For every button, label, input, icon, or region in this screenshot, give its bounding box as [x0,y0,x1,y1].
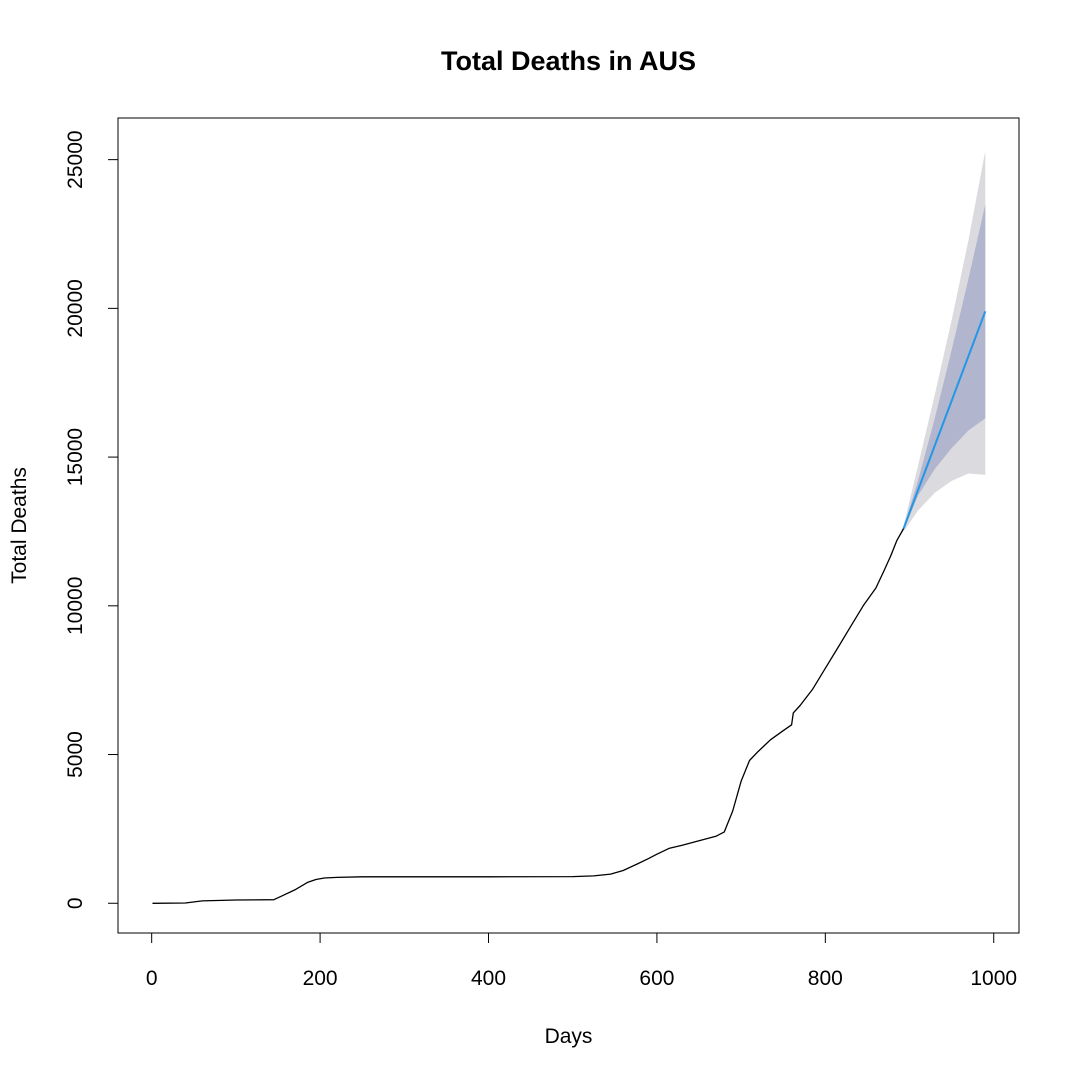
y-tick-label: 5000 [64,731,87,778]
data-lines [152,310,987,904]
forecast-band-95 [903,150,986,532]
forecast-band-80 [903,204,986,530]
x-tick-label: 400 [471,967,506,990]
y-tick-label: 15000 [64,428,87,486]
history-line [152,528,905,904]
x-tick-label: 200 [303,967,338,990]
y-tick-label: 25000 [64,130,87,188]
x-tick-label: 0 [146,967,158,990]
forecast-line [902,310,987,529]
axes: 0 200 400 600 800 100005000100001500020000250… [64,130,1017,990]
y-tick-label: 20000 [64,279,87,337]
forecast-bands [903,150,986,532]
x-tick-label: 1000 [970,967,1017,990]
y-axis-label: Total Deaths [8,467,31,584]
x-tick-label: 600 [639,967,674,990]
chart-title: Total Deaths in AUS [441,46,696,76]
y-tick-label: 10000 [64,577,87,635]
plot-frame [117,117,1020,934]
x-axis-label: Days [545,1025,593,1048]
x-tick-label: 800 [808,967,843,990]
y-tick-label: 0 [64,897,87,909]
